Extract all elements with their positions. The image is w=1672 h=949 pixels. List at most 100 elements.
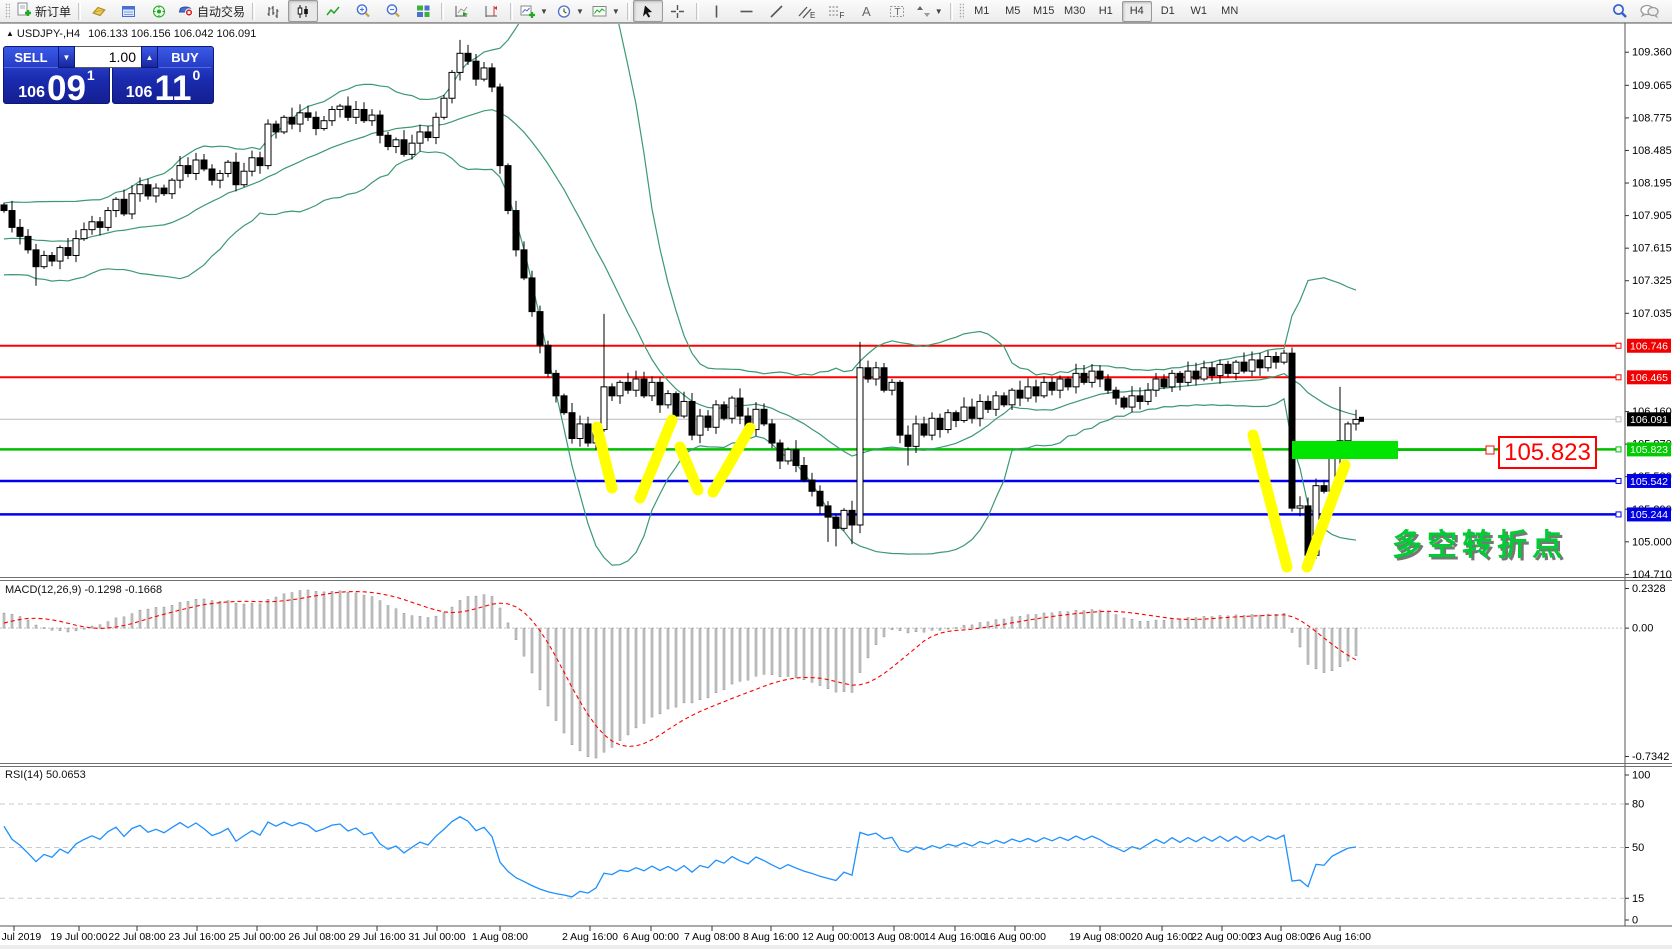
new-order-label: 新订单: [35, 4, 72, 19]
svg-text:22 Aug 00:00: 22 Aug 00:00: [1191, 931, 1253, 943]
svg-text:80: 80: [1632, 799, 1644, 811]
chat-icon: [1640, 4, 1659, 19]
crosshair-button[interactable]: [663, 0, 693, 22]
new-order-icon: [17, 2, 32, 20]
market-watch-icon: [92, 6, 106, 16]
line-chart-button[interactable]: [318, 0, 348, 22]
svg-text:108.195: 108.195: [1632, 178, 1672, 190]
toolbar-separator: [252, 2, 256, 20]
svg-text:A: A: [862, 4, 871, 19]
svg-text:22 Jul 08:00: 22 Jul 08:00: [108, 931, 165, 943]
svg-text:106.746: 106.746: [1630, 341, 1668, 353]
tile-windows-button[interactable]: [408, 0, 438, 22]
tile-windows-icon: [416, 5, 430, 17]
data-window-button[interactable]: [114, 0, 144, 22]
timeframe-button-mn[interactable]: MN: [1221, 5, 1239, 17]
price-axis-ticks: 109.360 109.065 108.775 108.485 108.195 107.9…: [1625, 47, 1672, 581]
new-chart-dropdown[interactable]: ▼: [516, 0, 552, 22]
arrows-dropdown[interactable]: ▼: [912, 0, 947, 22]
price-axis-badges: 106.746 106.465 106.091 105.823 105.542 105.2…: [1627, 338, 1671, 522]
horizontal-line-icon: [740, 10, 753, 12]
svg-text:19 Aug 08:00: 19 Aug 08:00: [1069, 931, 1131, 943]
toolbar-separator: [510, 2, 514, 20]
svg-text:20 Aug 16:00: 20 Aug 16:00: [1131, 931, 1193, 943]
dropdown-arrow-icon: ▼: [575, 6, 584, 16]
bar-chart-button[interactable]: [258, 0, 288, 22]
chart-shift-button[interactable]: [477, 0, 507, 22]
toolbar-drag-handle[interactable]: [5, 3, 10, 19]
timeframe-button-m1[interactable]: M1: [974, 5, 990, 17]
svg-text:2 Aug 16:00: 2 Aug 16:00: [562, 931, 618, 943]
price-level-callout: 105.823: [1498, 436, 1597, 469]
sell-price-pipette: 1: [86, 67, 95, 83]
zoom-in-button[interactable]: [348, 0, 378, 22]
volume-input[interactable]: [75, 46, 141, 68]
candlestick-chart-button[interactable]: [288, 0, 319, 22]
svg-text:0.00: 0.00: [1632, 623, 1653, 635]
sell-price-pips: 09: [46, 68, 86, 108]
svg-text:104.710: 104.710: [1632, 569, 1672, 581]
svg-text:16 Aug 00:00: 16 Aug 00:00: [984, 931, 1046, 943]
svg-text:23 Jul 16:00: 23 Jul 16:00: [168, 931, 225, 943]
equidistant-channel-button[interactable]: E: [792, 0, 822, 22]
market-watch-button[interactable]: [84, 0, 114, 22]
timeframe-button-m30[interactable]: M30: [1064, 5, 1086, 17]
svg-text:T: T: [894, 7, 900, 18]
timeframe-button-w1[interactable]: W1: [1190, 5, 1207, 17]
toolbar-drag-handle[interactable]: [958, 3, 964, 19]
zoom-out-button[interactable]: [378, 0, 408, 22]
text-button[interactable]: A: [852, 0, 882, 22]
navigator-icon: [153, 5, 166, 17]
templates-dropdown[interactable]: ▼: [588, 0, 624, 22]
timeframe-button-d1[interactable]: D1: [1160, 5, 1175, 17]
timeframe-button-m5[interactable]: M5: [1005, 5, 1021, 17]
trendline-icon: [770, 4, 783, 18]
data-window-icon: [122, 5, 136, 17]
svg-text:F: F: [840, 11, 845, 19]
autotrading-button[interactable]: 自动交易: [174, 0, 249, 22]
timeframe-button-h1[interactable]: H1: [1098, 5, 1113, 17]
timeframe-group: M1 M5 M15 M30 H1 H4 D1 W1 MN: [967, 0, 1245, 22]
svg-text:106.465: 106.465: [1630, 372, 1668, 384]
timeframe-button-h4[interactable]: H4: [1121, 0, 1152, 22]
svg-text:108.485: 108.485: [1632, 145, 1672, 157]
main-toolbar: 新订单 自动交易 ▼: [0, 0, 1672, 23]
svg-text:105.823: 105.823: [1630, 444, 1668, 456]
volume-decrease-button[interactable]: ▼: [58, 46, 75, 68]
symbol-name: USDJPY-,H4: [16, 28, 81, 40]
svg-text:107.035: 107.035: [1632, 308, 1672, 320]
zoom-in-icon: [356, 4, 370, 18]
svg-text:6 Aug 00:00: 6 Aug 00:00: [623, 931, 679, 943]
svg-text:105.000: 105.000: [1632, 536, 1672, 548]
vertical-line-button[interactable]: [702, 0, 732, 22]
svg-text:29 Jul 16:00: 29 Jul 16:00: [348, 931, 405, 943]
svg-text:7 Aug 08:00: 7 Aug 08:00: [684, 931, 740, 943]
fibonacci-button[interactable]: F: [822, 0, 852, 22]
toolbar-separator: [949, 2, 953, 20]
svg-text:105.244: 105.244: [1630, 509, 1668, 521]
svg-text:-0.7342: -0.7342: [1632, 751, 1669, 763]
svg-text:26 Aug 16:00: 26 Aug 16:00: [1309, 931, 1371, 943]
navigator-button[interactable]: [144, 0, 174, 22]
svg-text:1 Aug 08:00: 1 Aug 08:00: [472, 931, 528, 943]
text-label-button[interactable]: T: [882, 0, 912, 22]
horizontal-line-button[interactable]: [732, 0, 762, 22]
chat-button[interactable]: [1634, 0, 1664, 22]
dropdown-arrow-icon: ▼: [611, 6, 620, 16]
bar-chart-icon: [267, 5, 279, 18]
cursor-button[interactable]: [632, 0, 663, 22]
profiles-dropdown[interactable]: ▼: [552, 0, 588, 22]
autotrading-label: 自动交易: [197, 4, 246, 19]
svg-text:23 Aug 08:00: 23 Aug 08:00: [1250, 931, 1312, 943]
search-button[interactable]: [1604, 0, 1634, 22]
trendline-button[interactable]: [762, 0, 792, 22]
search-icon: [1612, 4, 1627, 18]
chart-symbol-line: ▲ USDJPY-,H4 106.133 106.156 106.042 106.0…: [6, 28, 256, 40]
new-order-button[interactable]: 新订单: [13, 0, 75, 22]
volume-increase-button[interactable]: ▲: [141, 46, 158, 68]
symbol-ohlc-values: 106.133 106.156 106.042 106.091: [88, 28, 257, 40]
auto-scroll-button[interactable]: [447, 0, 477, 22]
timeframe-button-m15[interactable]: M15: [1033, 5, 1055, 17]
